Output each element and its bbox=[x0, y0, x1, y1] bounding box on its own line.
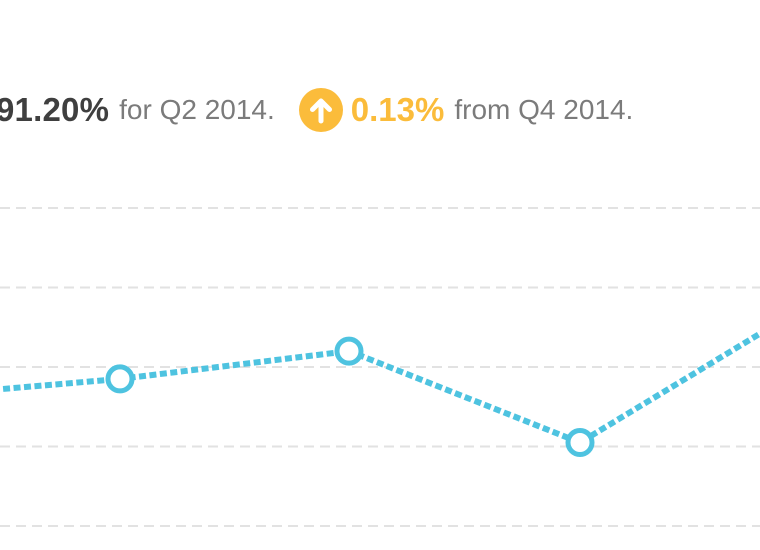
grid-lines bbox=[0, 207, 760, 527]
delta-value: 0.13% bbox=[350, 91, 445, 128]
summary-line: 91.20% for Q2 2014. 0.13% from Q4 2014. bbox=[0, 84, 633, 136]
data-point[interactable] bbox=[105, 364, 135, 394]
delta-comparison-text: from Q4 2014. bbox=[454, 94, 634, 125]
current-value: 91.20% bbox=[0, 91, 110, 128]
data-point[interactable] bbox=[334, 336, 364, 366]
current-period-text: for Q2 2014. bbox=[119, 94, 275, 125]
data-points bbox=[105, 336, 595, 458]
data-point[interactable] bbox=[565, 428, 595, 458]
arrow-up-circle-icon bbox=[298, 88, 343, 132]
